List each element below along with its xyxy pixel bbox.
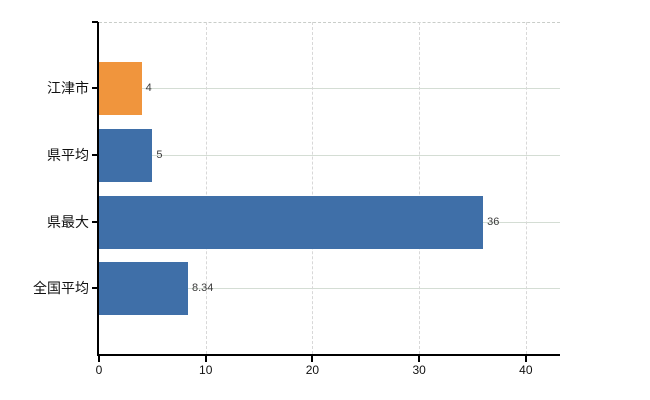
bar-value-label: 5	[156, 149, 163, 161]
y-axis-top-tick	[92, 21, 98, 23]
y-tick	[92, 287, 98, 289]
x-tick-label: 10	[199, 363, 213, 377]
x-tick-label: 0	[95, 363, 103, 377]
category-label: 県最大	[47, 214, 89, 230]
x-tick	[98, 356, 100, 362]
category-label: 江津市	[47, 80, 89, 96]
x-tick	[311, 356, 314, 362]
x-tick	[418, 356, 421, 362]
y-axis-line	[97, 22, 99, 356]
vertical-gridline	[312, 22, 314, 354]
x-tick-label: 30	[412, 363, 426, 377]
plot-area: 4 5 36 8.34	[99, 22, 560, 354]
horizontal-gridline	[99, 88, 560, 89]
x-axis-line	[97, 354, 560, 356]
vertical-gridline	[419, 22, 421, 354]
x-tick	[524, 356, 527, 362]
category-label: 県平均	[47, 147, 89, 163]
y-tick	[92, 221, 98, 223]
x-tick-label: 20	[305, 363, 320, 377]
horizontal-gridline	[99, 155, 560, 156]
bar	[99, 61, 142, 115]
bar	[99, 128, 153, 182]
plot-top-border	[99, 22, 560, 23]
bar	[99, 195, 484, 249]
bar-value-label: 36	[487, 216, 500, 228]
bar-value-label: 8.34	[191, 282, 214, 294]
vertical-gridline	[205, 22, 207, 354]
horizontal-gridline	[99, 288, 560, 289]
x-tick	[204, 356, 207, 362]
y-tick	[92, 87, 98, 89]
category-label: 全国平均	[33, 280, 89, 296]
x-tick-label: 40	[519, 363, 533, 377]
vertical-gridline	[525, 22, 527, 354]
y-tick	[92, 154, 98, 156]
bar	[99, 261, 188, 315]
bar-value-label: 4	[145, 82, 152, 94]
